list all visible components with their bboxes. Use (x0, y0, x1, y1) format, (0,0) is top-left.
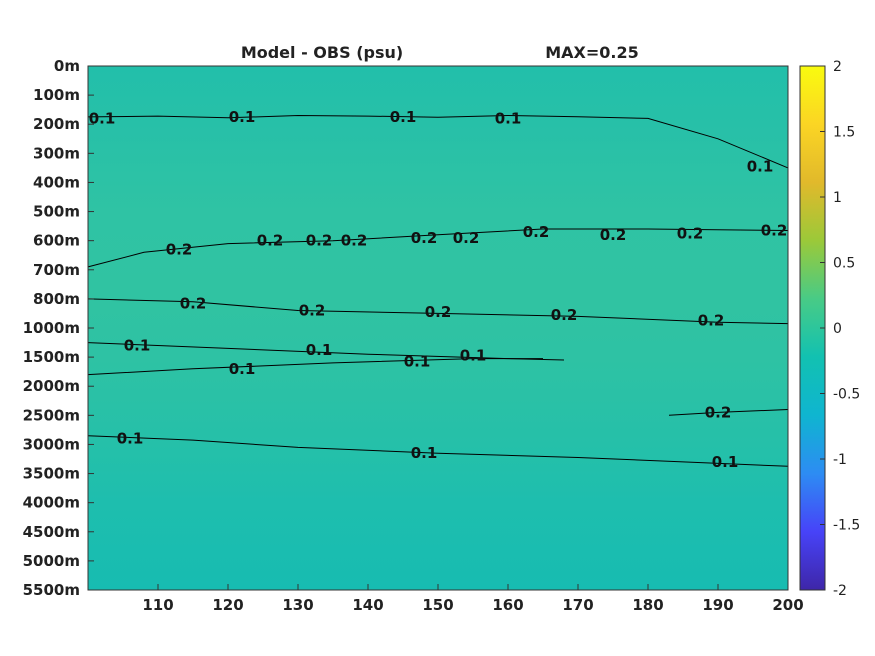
contour-label: 0.1 (229, 360, 256, 378)
x-axis: 110 120 130 140 150 160 170 180 190 200 (142, 584, 804, 614)
x-tick-label: 160 (492, 596, 523, 614)
colorbar-tick-label: 2 (833, 59, 842, 75)
contour-label: 0.1 (712, 453, 739, 471)
x-tick-label: 190 (702, 596, 733, 614)
contour-label: 0.1 (747, 157, 774, 175)
field-fill (88, 66, 788, 590)
contour-label: 0.1 (404, 353, 431, 371)
chart-max-label: MAX=0.25 (545, 43, 639, 62)
contour-label: 0.2 (551, 306, 578, 324)
y-tick-label: 1000m (23, 319, 80, 337)
contour-label: 0.2 (523, 223, 550, 241)
y-axis-depth: 0m 100m 200m 300m 400m 500m 600m 700m 800m 1000m 1… (23, 57, 94, 599)
y-tick-label: 4500m (23, 523, 80, 541)
contour-label: 0.2 (600, 226, 627, 244)
colorbar-tick-label: 1.5 (833, 125, 855, 141)
chart-title: Model - OBS (psu) (241, 43, 403, 62)
contour-label: 0.1 (460, 347, 487, 365)
contour-label: 0.2 (299, 302, 326, 320)
contour-label: 0.2 (761, 222, 788, 240)
colorbar: 2 1.5 1 0.5 0 -0.5 -1 -1.5 -2 (799, 59, 860, 599)
contour-label: 0.1 (495, 109, 522, 127)
contour-label: 0.2 (306, 232, 333, 250)
contour-label: 0.2 (257, 232, 284, 250)
contour-line-5 (668, 409, 789, 416)
y-tick-label: 700m (33, 261, 80, 279)
x-tick-label: 130 (282, 596, 313, 614)
contour-label: 0.2 (425, 303, 452, 321)
contour-line-6 (87, 435, 789, 467)
contour-label: 0.1 (124, 337, 151, 355)
contour-layer (87, 114, 789, 467)
colorbar-tick-label: -2 (833, 583, 847, 599)
plot-area (88, 66, 788, 590)
x-tick-label: 200 (772, 596, 803, 614)
contour-label: 0.2 (698, 312, 725, 330)
x-tick-label: 170 (562, 596, 593, 614)
contour-label: 0.2 (341, 232, 368, 250)
contour-label: 0.1 (229, 108, 256, 126)
y-tick-label: 0m (54, 57, 80, 75)
y-tick-label: 600m (33, 232, 80, 250)
contour-label: 0.1 (89, 109, 116, 127)
x-tick-label: 110 (142, 596, 173, 614)
y-tick-label: 500m (33, 203, 80, 221)
contour-label: 0.1 (117, 430, 144, 448)
contour-label: 0.1 (411, 444, 438, 462)
colorbar-tick-label: 0 (833, 321, 842, 337)
y-tick-label: 1500m (23, 348, 80, 366)
y-tick-label: 200m (33, 115, 80, 133)
y-tick-label: 3500m (23, 465, 80, 483)
contour-label: 0.2 (166, 240, 193, 258)
contour-labels: 0.1 0.1 0.1 0.1 0.1 0.2 0.2 0.2 0.2 0.2 0.2 0.2 0.2 0… (89, 108, 788, 471)
y-tick-label: 5000m (23, 552, 80, 570)
x-tick-label: 150 (422, 596, 453, 614)
y-tick-label: 100m (33, 86, 80, 104)
y-tick-label: 5500m (23, 581, 80, 599)
contour-line-1 (87, 228, 789, 268)
y-tick-label: 3000m (23, 435, 80, 453)
colorbar-tick-label: 1 (833, 190, 842, 206)
colorbar-tick-label: 0.5 (833, 256, 855, 272)
contour-label: 0.1 (306, 341, 333, 359)
colorbar-tick-label: -0.5 (833, 387, 860, 403)
y-tick-label: 2000m (23, 377, 80, 395)
contour-line-4 (87, 358, 543, 376)
x-tick-label: 180 (632, 596, 663, 614)
colorbar-tick-label: -1 (833, 452, 847, 468)
y-tick-label: 300m (33, 144, 80, 162)
contour-label: 0.2 (705, 403, 732, 421)
x-tick-label: 140 (352, 596, 383, 614)
colorbar-tick-label: -1.5 (833, 518, 860, 534)
y-tick-label: 2500m (23, 406, 80, 424)
y-tick-label: 4000m (23, 494, 80, 512)
colorbar-ticks: 2 1.5 1 0.5 0 -0.5 -1 -1.5 -2 (820, 59, 860, 599)
contour-label: 0.2 (453, 229, 480, 247)
contour-label: 0.2 (180, 294, 207, 312)
contour-line-0 (87, 114, 789, 169)
y-tick-label: 800m (33, 290, 80, 308)
contour-label: 0.2 (411, 229, 438, 247)
contour-label: 0.1 (390, 108, 417, 126)
x-tick-label: 120 (212, 596, 243, 614)
y-tick-label: 400m (33, 173, 80, 191)
contour-line-2 (87, 298, 789, 325)
contour-label: 0.2 (677, 224, 704, 242)
